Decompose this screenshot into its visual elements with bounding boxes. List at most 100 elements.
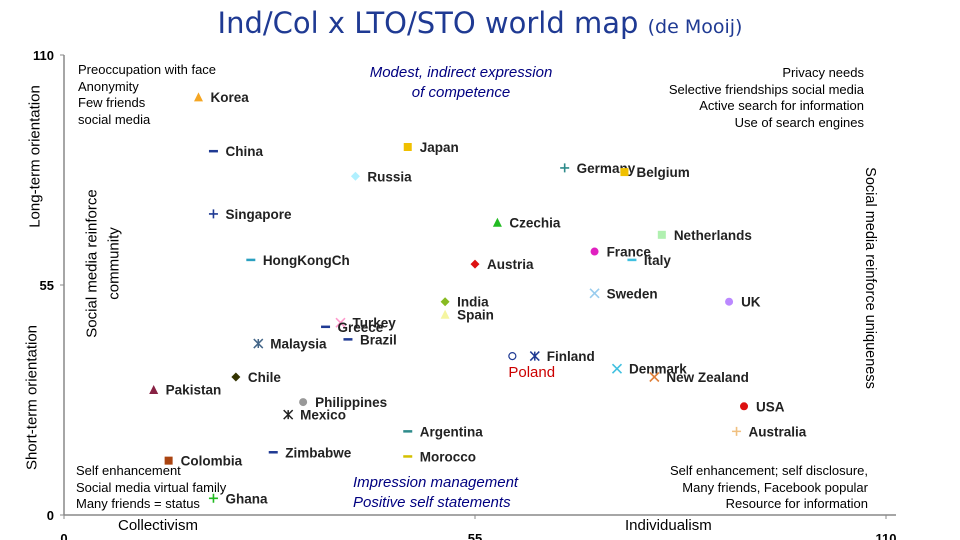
point-marker [560,163,570,173]
quadrant-top-left: Preoccupation with face Anonymity Few fr… [78,62,216,128]
data-label: Netherlands [674,228,752,243]
data-point: Czechia [492,215,561,230]
data-point: Ghana [208,491,268,506]
quadrant-line: Self enhancement [76,463,181,478]
x-tick-label: 55 [468,531,482,540]
data-point: Greece [321,320,384,335]
quadrant-line: Selective friendships social media [668,81,864,97]
data-point: Chile [231,370,281,385]
data-point: USA [740,399,785,414]
collectivism-label: Collectivism [118,517,199,534]
point-marker [299,398,308,407]
data-point: Sweden [589,286,658,301]
point-marker [208,493,218,503]
point-marker [253,338,264,349]
data-label: USA [756,399,785,414]
data-point: Poland [508,351,555,381]
y-tick-label: 110 [33,48,54,63]
quadrant-line: Preoccupation with face [78,62,217,77]
point-marker [335,317,346,328]
data-point: Zimbabwe [268,445,352,460]
data-label: Philippines [315,395,387,410]
data-label: Poland [508,364,555,381]
data-label: Spain [457,307,494,322]
data-point: Singapore [208,207,292,222]
data-label: China [225,144,263,159]
quadrant-line: Privacy needs [782,65,864,80]
individualism-label: Individualism [625,517,712,534]
data-point: Austria [470,257,534,272]
quadrant-line: of competence [411,84,511,101]
point-marker [508,351,517,361]
data-label: Greece [338,320,384,335]
data-label: Ghana [225,491,268,506]
quadrant-top-right: Privacy needs Selective friendships soci… [669,65,864,131]
point-marker [149,385,159,395]
quadrant-line: Modest, indirect expression [369,64,553,81]
quadrant-bottom-left: Self enhancement Social media virtual fa… [76,463,226,513]
data-point: Japan [403,140,459,155]
quadrant-line: Positive self statements [353,494,511,511]
page-title: Ind/Col x LTO/STO world map (de Mooij) [0,6,960,40]
point-marker [164,456,173,465]
data-label: Russia [367,169,412,184]
quadrant-line: Many friends = status [76,496,200,511]
data-label: Argentina [420,424,483,439]
point-marker [208,209,218,219]
quadrant-bottom-right: Self enhancement; self disclosure, Many … [670,463,868,513]
data-point: Denmark [611,362,687,377]
data-label: Turkey [352,316,396,331]
data-label: New Zealand [666,370,749,385]
data-point: China [208,144,263,159]
data-label: Australia [749,424,807,439]
data-point: Mexico [283,408,346,423]
data-label: Sweden [607,286,658,301]
data-point: Russia [350,169,412,184]
data-label: Korea [211,90,250,105]
data-label: Italy [644,253,672,268]
data-label: Chile [248,370,281,385]
data-point: Korea [194,90,249,105]
data-label: Singapore [225,207,292,222]
point-marker [350,171,360,181]
quadrant-line: Social media virtual family [76,479,227,495]
title-subtitle: (de Mooij) [647,16,743,38]
data-point: Finland [529,349,595,364]
data-point: Turkey [335,316,396,331]
point-marker [611,363,623,374]
point-marker [590,247,599,256]
data-label: Denmark [629,362,687,377]
quadrant-line: Few friends [78,95,146,110]
quadrant-line: Self enhancement; self disclosure, [670,463,868,478]
quadrant-bottom-center: Impression management Positive self stat… [353,473,518,513]
point-marker [283,409,294,420]
data-label: Finland [547,349,595,364]
quadrant-line: Resource for information [725,496,868,511]
quadrant-line: Anonymity [78,78,139,94]
quadrant-line: social media [78,111,151,127]
point-marker [194,92,204,102]
quadrant-line: Many friends, Facebook popular [682,479,868,495]
data-point: Spain [440,307,494,322]
x-tick-label: 110 [876,531,897,540]
title-main: Ind/Col x LTO/STO world map [217,6,639,40]
data-point: Malaysia [253,337,327,352]
data-label: Malaysia [270,337,327,352]
data-label: Belgium [636,165,689,180]
data-point: New Zealand [649,370,749,385]
data-point: Brazil [343,332,397,347]
data-point: Pakistan [149,383,221,398]
data-label: Czechia [509,215,561,230]
point-marker [725,297,734,306]
data-point: Morocco [403,449,476,464]
point-marker [403,143,412,151]
data-point: Belgium [620,165,690,180]
y-tick-label: 55 [40,278,54,293]
data-point: Netherlands [657,228,752,243]
quadrant-line: Use of search engines [734,114,864,130]
point-marker [440,309,450,319]
point-marker [440,297,450,307]
quadrant-line: Active search for information [699,98,864,113]
data-point: France [590,245,651,260]
